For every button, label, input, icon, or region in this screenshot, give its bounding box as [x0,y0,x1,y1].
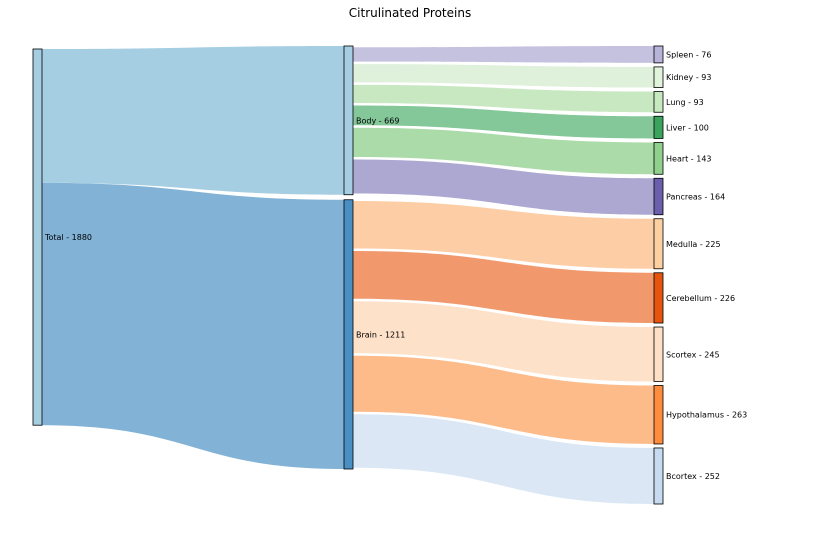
node-label-hypothalamus: Hypothalamus - 263 [666,411,747,420]
link-body-lung [353,84,654,113]
link-body-pancreas [353,159,654,215]
node-hypothalamus [653,385,664,445]
node-label-cerebellum: Cerebellum - 226 [666,294,735,303]
links-layer [42,46,654,504]
node-label-heart: Heart - 143 [666,154,712,163]
link-brain-bcortex [353,414,654,504]
node-bcortex [653,447,664,505]
link-brain-medulla [353,200,654,269]
node-lung [653,91,664,113]
node-label-lung: Lung - 93 [666,98,704,107]
node-label-body: Body - 669 [356,116,399,125]
node-body [343,45,354,196]
node-spleen [653,45,664,64]
node-total [32,48,43,426]
link-brain-scortex [353,301,654,382]
node-medulla [653,218,664,270]
chart-title: Citrulinated Proteins [348,6,472,20]
node-label-bcortex: Bcortex - 252 [666,472,720,481]
node-label-kidney: Kidney - 93 [666,73,711,82]
link-brain-cerebellum [353,251,654,324]
node-label-medulla: Medulla - 225 [666,240,721,249]
link-brain-hypothalamus [353,355,654,444]
link-total-brain [42,182,344,470]
node-label-total: Total - 1880 [44,233,92,242]
link-total-body [42,46,344,195]
link-body-kidney [353,64,654,88]
node-label-liver: Liver - 100 [666,123,709,132]
link-body-spleen [353,46,654,63]
node-heart [653,142,664,175]
node-label-scortex: Scortex - 245 [666,350,720,359]
node-label-brain: Brain - 1211 [356,330,405,339]
link-body-heart [353,127,654,175]
nodes-layer [32,45,664,505]
node-cerebellum [653,272,664,324]
node-label-spleen: Spleen - 76 [666,50,711,59]
node-liver [653,115,664,139]
node-scortex [653,326,664,382]
node-label-pancreas: Pancreas - 164 [666,193,725,202]
link-body-liver [353,105,654,139]
node-kidney [653,66,664,88]
node-brain [343,199,354,470]
node-pancreas [653,177,664,216]
labels-layer: Total - 1880 Body - 669 Brain - 1211 Spleen… [44,50,747,481]
